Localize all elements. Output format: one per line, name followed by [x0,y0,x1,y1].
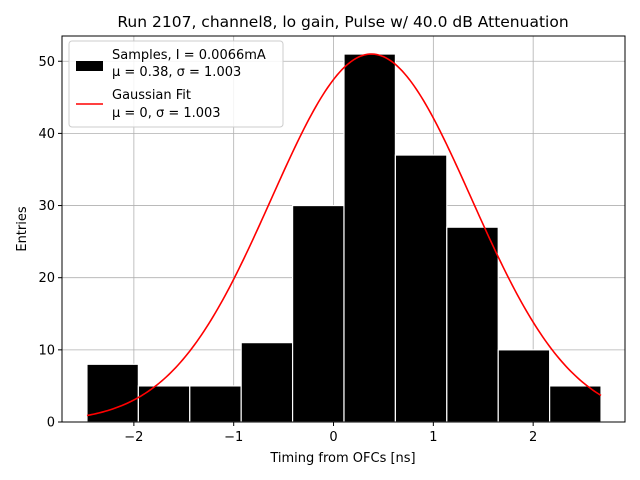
histogram-bar [291,204,345,423]
histogram-bar [497,349,551,423]
x-axis-ticks: −2 −1 0 1 2 [124,422,537,445]
y-tick-label: 30 [38,199,55,214]
y-tick-label: 20 [38,271,55,286]
y-axis-label: Entries [15,206,30,252]
legend-histogram-label: Samples, I = 0.0066mA [112,48,266,63]
legend-fit-stats: μ = 0, σ = 1.003 [112,106,221,121]
x-tick-label: 2 [529,430,537,445]
x-tick-label: 1 [429,430,437,445]
chart-title: Run 2107, channel8, lo gain, Pulse w/ 40… [117,13,568,31]
x-tick-label: 0 [329,430,337,445]
y-tick-label: 10 [38,343,55,358]
histogram-bar [189,385,242,423]
legend-histogram-stats: μ = 0.38, σ = 1.003 [112,65,241,80]
y-tick-label: 40 [38,127,55,142]
histogram-bar [343,53,397,423]
legend-box [68,40,284,128]
histogram-bars [86,53,602,423]
x-tick-label: −2 [124,430,143,445]
gaussian-fit-curve [86,53,602,417]
x-axis-label: Timing from OFCs [ns] [269,451,415,466]
histogram-bar [240,342,294,423]
y-tick-label: 0 [47,416,55,431]
legend-histogram-swatch [76,61,103,71]
y-tick-label: 50 [38,55,55,70]
legend: Samples, I = 0.0066mA μ = 0.38, σ = 1.00… [68,40,284,128]
histogram-bar [394,154,448,423]
plot-frame [61,35,626,423]
histogram-bar [549,385,602,423]
y-axis-ticks: 0 10 20 30 40 50 [38,55,62,431]
histogram-bar [137,385,191,423]
histogram-bar [446,226,499,423]
x-tick-label: −1 [224,430,243,445]
legend-fit-label: Gaussian Fit [112,88,191,103]
